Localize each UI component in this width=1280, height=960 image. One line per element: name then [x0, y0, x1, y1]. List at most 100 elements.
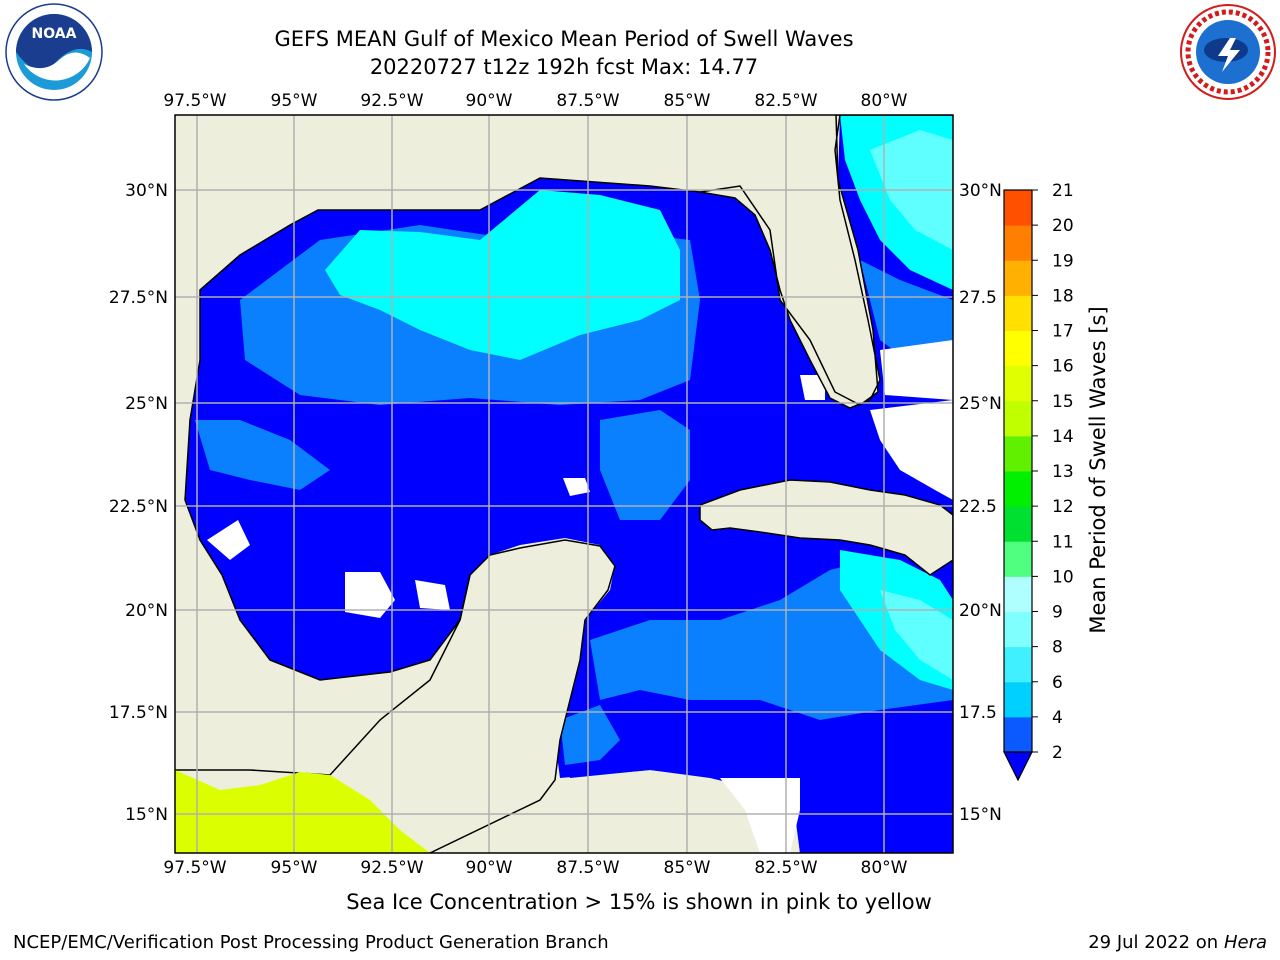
colorbar-segment — [1004, 471, 1032, 507]
swell-mid-west — [195, 420, 330, 490]
lat-label: 25°N — [125, 394, 168, 414]
colorbar-segment — [1004, 330, 1032, 367]
nodata-8 — [415, 580, 450, 610]
ice-note-text: Sea Ice Concentration > 15% is shown in … — [346, 890, 932, 914]
colorbar-tick-label: 15 — [1052, 392, 1074, 412]
noaa-logo: NOAA — [5, 3, 103, 101]
nodata-7 — [720, 778, 800, 853]
colorbar-segment — [1004, 295, 1032, 331]
lat-label: 17.5°N — [109, 703, 168, 723]
ice-note: Sea Ice Concentration > 15% is shown in … — [0, 890, 1280, 914]
lon-label: 82.5°W — [754, 858, 817, 878]
colorbar-tick-label: 21 — [1052, 181, 1074, 201]
swell-mid-south — [560, 705, 620, 765]
yucatan — [175, 539, 616, 853]
colorbar-tick-label: 18 — [1052, 286, 1074, 306]
map-area — [175, 115, 953, 853]
lon-label: 92.5°W — [360, 858, 423, 878]
colorbar-segment — [1004, 260, 1032, 296]
lat-label: 15°N — [125, 805, 168, 825]
lat-label: 30°N — [125, 181, 168, 201]
swell-mid-center — [600, 410, 690, 520]
lon-label: 92.5°W — [360, 91, 423, 111]
lon-label: 87.5°W — [556, 91, 619, 111]
colorbar-segment — [1004, 681, 1032, 718]
lon-label: 87.5°W — [556, 858, 619, 878]
svg-text:NOAA: NOAA — [32, 26, 77, 42]
colorbar-tick-label: 20 — [1052, 216, 1074, 236]
colorbar-segment — [1004, 611, 1032, 648]
lon-labels-bottom: 97.5°W 95°W 92.5°W 90°W 87.5°W 85°W 82.5… — [163, 858, 907, 878]
nodata-2 — [207, 520, 250, 560]
west-coastline — [184, 499, 471, 681]
colorbar-tick-label: 9 — [1052, 603, 1063, 623]
lon-label: 95°W — [271, 858, 318, 878]
colorbar-extend-arrow — [1003, 751, 1033, 782]
nodata-5 — [870, 400, 953, 500]
lat-label: 22.5°N — [109, 497, 168, 517]
map-frame — [174, 114, 954, 854]
nodata-4 — [800, 375, 825, 400]
colorbar-ticks: 2 4 6 8 9 10 11 12 13 14 15 16 17 18 19 20 21 — [1032, 181, 1074, 763]
colorbar-segment — [1004, 716, 1032, 753]
host-name: Hera — [1223, 932, 1267, 953]
colorbar-tick-label: 6 — [1052, 673, 1063, 693]
swell-light-caribbean — [880, 590, 953, 680]
lat-label: 27.5°N — [109, 288, 168, 308]
lat-labels-right: 30°N 27.5 25°N 22.5 20°N 17.5 15°N — [959, 181, 1002, 825]
colorbar-label: Mean Period of Swell Waves [s] — [1086, 306, 1110, 633]
colorbar-segment — [1004, 400, 1032, 437]
lat-label: 25°N — [959, 394, 1002, 414]
lat-label: 20°N — [125, 601, 168, 621]
swell-high-north — [325, 190, 680, 360]
colorbar-tick-label: 16 — [1052, 357, 1074, 377]
nodata-6 — [880, 340, 953, 400]
colorbar-tick-label: 12 — [1052, 497, 1074, 517]
colorbar-tick-label: 4 — [1052, 708, 1063, 728]
colorbar — [1003, 189, 1033, 782]
lat-label: 30°N — [959, 181, 1002, 201]
colorbar-segment — [1004, 435, 1032, 472]
figure-title: GEFS MEAN Gulf of Mexico Mean Period of … — [274, 27, 854, 51]
colorbar-tick-label: 10 — [1052, 567, 1074, 587]
colorbar-tick-label: 2 — [1052, 743, 1063, 763]
colorbar-tick-label: 8 — [1052, 638, 1063, 658]
lon-label: 85°W — [664, 858, 711, 878]
nws-logo — [1180, 4, 1276, 100]
lon-label: 82.5°W — [754, 91, 817, 111]
credit-text: NCEP/EMC/Verification Post Processing Pr… — [13, 932, 609, 953]
lon-label: 90°W — [466, 858, 513, 878]
lat-label: 15°N — [959, 805, 1002, 825]
colorbar-segment — [1004, 541, 1032, 577]
graticule — [175, 115, 953, 853]
colorbar-tick-label: 14 — [1052, 427, 1074, 447]
colorbar-segment — [1004, 225, 1032, 261]
lon-label: 90°W — [466, 91, 513, 111]
cuba — [699, 479, 953, 576]
lat-label: 20°N — [959, 601, 1002, 621]
lon-labels-top: 97.5°W 95°W 92.5°W 90°W 87.5°W 85°W 82.5… — [163, 91, 907, 111]
lon-label: 97.5°W — [163, 91, 226, 111]
nodata-1 — [345, 572, 395, 618]
colorbar-segment — [1004, 646, 1032, 683]
colorbar-segment — [1004, 506, 1032, 542]
colorbar-segment — [1004, 576, 1032, 612]
lat-labels-left: 30°N 27.5°N 25°N 22.5°N 20°N 17.5°N 15°N — [109, 181, 168, 825]
ice-area — [175, 770, 430, 853]
lon-label: 97.5°W — [163, 858, 226, 878]
nodata-3 — [563, 478, 590, 496]
lon-label: 80°W — [861, 91, 908, 111]
date-text: 29 Jul 2022 on Hera — [1088, 932, 1267, 953]
lat-label: 27.5 — [959, 288, 997, 308]
lon-label: 80°W — [861, 858, 908, 878]
colorbar-tick-label: 19 — [1052, 251, 1074, 271]
figure-subtitle: 20220727 t12z 192h fcst Max: 14.77 — [369, 55, 759, 79]
colorbar-segment — [1004, 365, 1032, 402]
colorbar-tick-label: 13 — [1052, 462, 1074, 482]
lon-label: 85°W — [664, 91, 711, 111]
lat-label: 17.5 — [959, 703, 997, 723]
date-label: 29 Jul 2022 on — [1088, 932, 1224, 953]
colorbar-tick-label: 17 — [1052, 322, 1074, 342]
colorbar-tick-label: 11 — [1052, 532, 1074, 552]
